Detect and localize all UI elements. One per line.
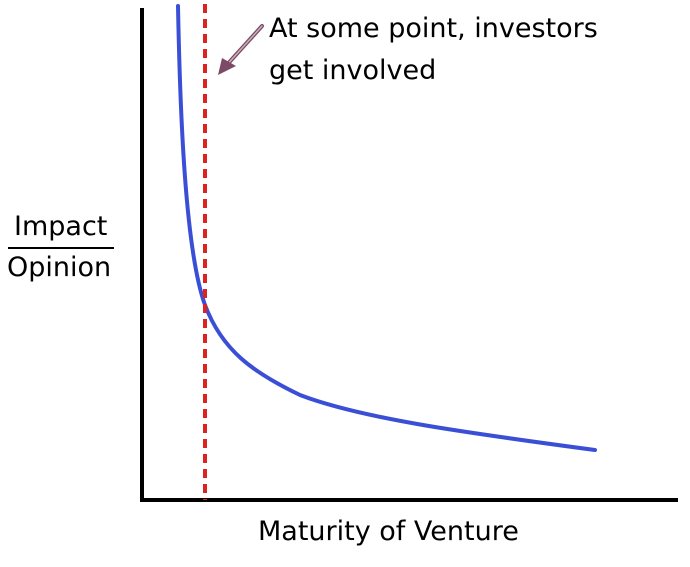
impact-opinion-curve — [176, 4, 597, 452]
arrow-icon — [218, 24, 264, 75]
y-label-numerator: Impact — [14, 211, 108, 242]
y-label-denominator: Opinion — [7, 252, 112, 283]
annotation-line-2: get involved — [269, 55, 437, 86]
annotation-line-1: At some point, investors — [269, 13, 598, 44]
x-axis-label: Maturity of Venture — [258, 516, 519, 547]
